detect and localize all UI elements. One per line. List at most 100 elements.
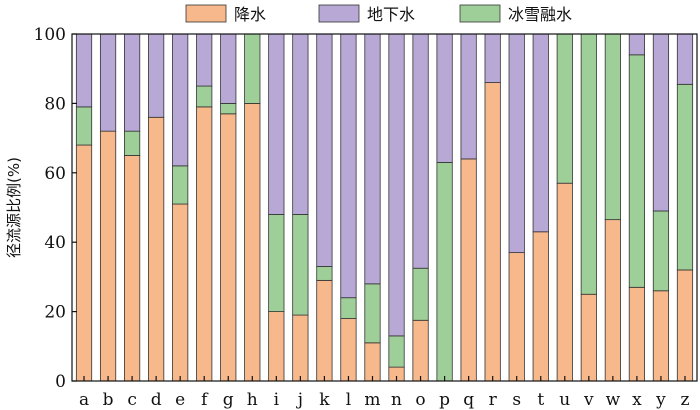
bar-z-series-0 bbox=[676, 269, 694, 382]
bar-b-series-2 bbox=[99, 33, 117, 132]
bar-t-series-2 bbox=[532, 33, 549, 233]
bar-n-series-1 bbox=[388, 335, 405, 368]
bar-b-series-0 bbox=[99, 130, 117, 382]
y-tick-label-0: 0 bbox=[55, 372, 66, 392]
y-tick-label-80: 80 bbox=[44, 94, 66, 114]
x-tick-label-c: c bbox=[127, 390, 137, 410]
bar-c-series-2 bbox=[124, 33, 141, 132]
bar-q-series-0 bbox=[460, 158, 477, 382]
y-tick-label-60: 60 bbox=[44, 164, 66, 184]
bar-f-series-1 bbox=[196, 85, 213, 108]
bar-y-series-2 bbox=[652, 33, 670, 212]
bar-j-series-0 bbox=[292, 314, 309, 382]
x-tick-label-n: n bbox=[391, 390, 402, 410]
x-tick-label-s: s bbox=[512, 390, 521, 410]
bar-s-series-2 bbox=[508, 33, 525, 254]
bar-i-series-1 bbox=[268, 214, 285, 313]
x-tick-label-d: d bbox=[151, 390, 162, 410]
x-tick-label-h: h bbox=[247, 390, 258, 410]
bar-i-series-2 bbox=[268, 33, 285, 215]
bar-o-series-0 bbox=[412, 319, 429, 382]
x-tick-label-f: f bbox=[201, 390, 209, 410]
bar-i-series-0 bbox=[268, 311, 285, 382]
bar-x-series-0 bbox=[628, 286, 645, 382]
bar-j-series-1 bbox=[292, 214, 309, 316]
bar-v-series-0 bbox=[580, 293, 597, 382]
bar-t-series-0 bbox=[532, 231, 549, 382]
x-tick-label-j: j bbox=[296, 390, 303, 410]
x-tick-label-i: i bbox=[274, 390, 280, 410]
y-axis-label: 径流源比例(%) bbox=[5, 157, 23, 258]
axes: 0 20 40 60 80 100 a b c d e f g h i j k l m n o p q r s t u v w x y z bbox=[34, 25, 698, 410]
bar-u-series-0 bbox=[556, 182, 573, 382]
bar-f-series-0 bbox=[196, 106, 213, 382]
bar-x-series-1 bbox=[628, 54, 645, 288]
bar-l-series-2 bbox=[340, 33, 357, 299]
bar-m-series-2 bbox=[364, 33, 381, 285]
x-tick-label-e: e bbox=[175, 390, 185, 410]
bar-f-series-2 bbox=[196, 33, 213, 87]
bar-g-series-1 bbox=[220, 103, 237, 115]
x-tick-label-m: m bbox=[364, 390, 380, 410]
bar-z-series-2 bbox=[676, 33, 694, 85]
x-tick-label-y: y bbox=[655, 390, 666, 410]
x-tick-label-k: k bbox=[319, 390, 330, 410]
bar-c-series-0 bbox=[124, 155, 141, 382]
bar-a-series-0 bbox=[75, 144, 93, 382]
bar-r-series-0 bbox=[484, 82, 501, 382]
bar-p-series-1 bbox=[436, 161, 453, 382]
bar-x-series-2 bbox=[628, 33, 645, 56]
bar-w-series-1 bbox=[604, 33, 621, 221]
bar-j-series-2 bbox=[292, 33, 309, 215]
legend-label-0: 降水 bbox=[234, 5, 266, 24]
bar-o-series-2 bbox=[412, 33, 429, 269]
legend-swatch-2 bbox=[459, 4, 501, 23]
y-tick-label-20: 20 bbox=[44, 303, 66, 323]
plot-frame bbox=[71, 33, 698, 382]
bar-h-series-0 bbox=[244, 103, 261, 382]
legend-swatch-0 bbox=[185, 4, 227, 23]
legend: 降水 地下水 冰雪融水 bbox=[185, 4, 572, 24]
bar-m-series-0 bbox=[364, 342, 381, 382]
bar-a-series-1 bbox=[75, 106, 93, 146]
x-tick-label-r: r bbox=[489, 390, 498, 410]
bar-e-series-2 bbox=[172, 33, 189, 167]
x-tick-label-a: a bbox=[79, 390, 89, 410]
bar-k-series-0 bbox=[316, 279, 333, 382]
bar-y-series-0 bbox=[652, 290, 670, 382]
bar-k-series-2 bbox=[316, 33, 333, 267]
bar-g-series-0 bbox=[220, 113, 237, 382]
bar-u-series-1 bbox=[556, 33, 573, 184]
bar-k-series-1 bbox=[316, 266, 333, 281]
x-tick-label-g: g bbox=[223, 390, 234, 410]
bar-q-series-2 bbox=[460, 33, 477, 160]
bar-p-series-2 bbox=[436, 33, 453, 163]
y-tick-label-100: 100 bbox=[34, 25, 66, 45]
bar-r-series-2 bbox=[484, 33, 501, 83]
x-tick-label-x: x bbox=[632, 390, 642, 410]
bar-e-series-1 bbox=[172, 165, 189, 205]
legend-label-2: 冰雪融水 bbox=[508, 5, 572, 24]
bar-d-series-2 bbox=[148, 33, 165, 118]
x-tick-label-z: z bbox=[680, 390, 689, 410]
legend-label-1: 地下水 bbox=[367, 5, 415, 24]
x-tick-label-b: b bbox=[103, 390, 114, 410]
x-tick-label-t: t bbox=[537, 390, 544, 410]
x-tick-label-w: w bbox=[606, 390, 621, 410]
bar-l-series-1 bbox=[340, 297, 357, 319]
x-tick-label-u: u bbox=[559, 390, 570, 410]
x-tick-label-l: l bbox=[346, 390, 351, 410]
bars bbox=[75, 33, 694, 382]
bar-a-series-2 bbox=[75, 33, 93, 108]
bar-e-series-0 bbox=[172, 203, 189, 382]
bar-l-series-0 bbox=[340, 318, 357, 382]
bar-d-series-0 bbox=[148, 116, 165, 382]
y-tick-label-40: 40 bbox=[44, 233, 66, 253]
x-tick-label-v: v bbox=[583, 390, 594, 410]
bar-o-series-1 bbox=[412, 267, 429, 321]
bar-h-series-1 bbox=[244, 33, 261, 104]
x-tick-label-p: p bbox=[439, 390, 450, 410]
bar-c-series-1 bbox=[124, 130, 141, 156]
